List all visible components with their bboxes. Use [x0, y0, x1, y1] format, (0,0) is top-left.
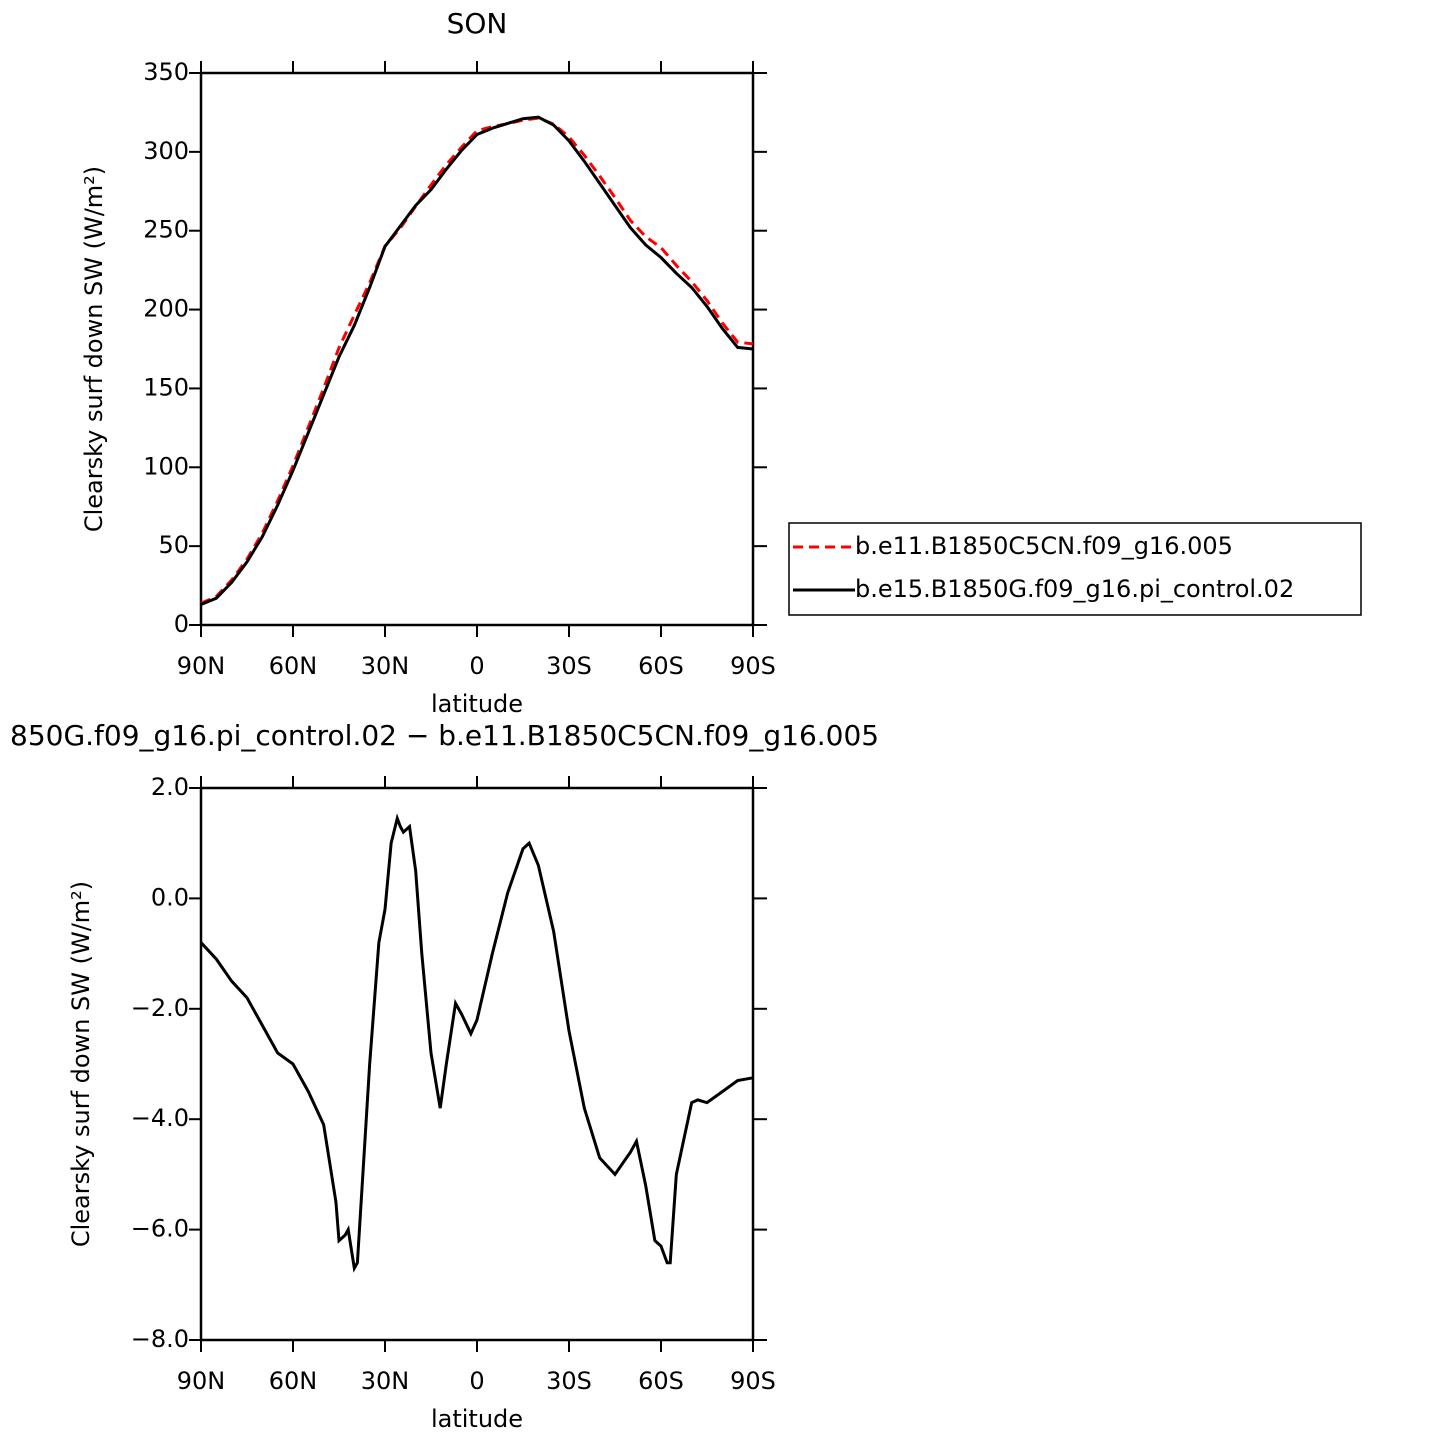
y-tick-label: 0	[174, 610, 189, 638]
y-tick-label: 350	[143, 58, 189, 86]
x-tick-label: 90S	[730, 652, 776, 680]
y-tick-label: 200	[143, 295, 189, 323]
y-tick-label: −6.0	[131, 1215, 189, 1243]
x-tick-label: 0	[469, 1367, 484, 1395]
y-tick-label: 300	[143, 137, 189, 165]
y-tick-label: −2.0	[131, 994, 189, 1022]
y-tick-label: 150	[143, 373, 189, 401]
y-axis-label: Clearsky surf down SW (W/m²)	[80, 166, 108, 532]
x-tick-label: 0	[469, 652, 484, 680]
x-axis-label: latitude	[431, 690, 523, 718]
y-tick-label: −8.0	[131, 1325, 189, 1353]
y-tick-label: 0.0	[151, 883, 189, 911]
legend-label: b.e11.B1850C5CN.f09_g16.005	[855, 532, 1233, 560]
x-tick-label: 30S	[546, 1367, 592, 1395]
y-tick-label: 2.0	[151, 773, 189, 801]
plot-frame	[199, 71, 755, 627]
x-tick-label: 90N	[177, 652, 226, 680]
chart-title: 850G.f09_g16.pi_control.02 − b.e11.B1850…	[10, 719, 879, 752]
y-tick-label: −4.0	[131, 1104, 189, 1132]
x-axis-label: latitude	[431, 1405, 523, 1433]
y-tick-label: 50	[158, 531, 189, 559]
legend-label: b.e15.B1850G.f09_g16.pi_control.02	[855, 575, 1294, 603]
data-line	[199, 813, 754, 1273]
chart-title: SON	[447, 7, 508, 40]
legend-box	[788, 522, 1362, 616]
x-tick-label: 30S	[546, 652, 592, 680]
plot-frame	[199, 786, 755, 1342]
x-tick-label: 90S	[730, 1367, 776, 1395]
data-line	[200, 116, 754, 605]
data-line	[200, 115, 754, 606]
x-tick-label: 30N	[361, 652, 410, 680]
y-tick-label: 100	[143, 452, 189, 480]
x-tick-label: 60S	[638, 1367, 684, 1395]
y-tick-label: 250	[143, 216, 189, 244]
x-tick-label: 90N	[177, 1367, 226, 1395]
y-axis-label: Clearsky surf down SW (W/m²)	[67, 881, 95, 1247]
x-tick-label: 60N	[269, 1367, 318, 1395]
x-tick-label: 60S	[638, 652, 684, 680]
x-tick-label: 60N	[269, 652, 318, 680]
x-tick-label: 30N	[361, 1367, 410, 1395]
